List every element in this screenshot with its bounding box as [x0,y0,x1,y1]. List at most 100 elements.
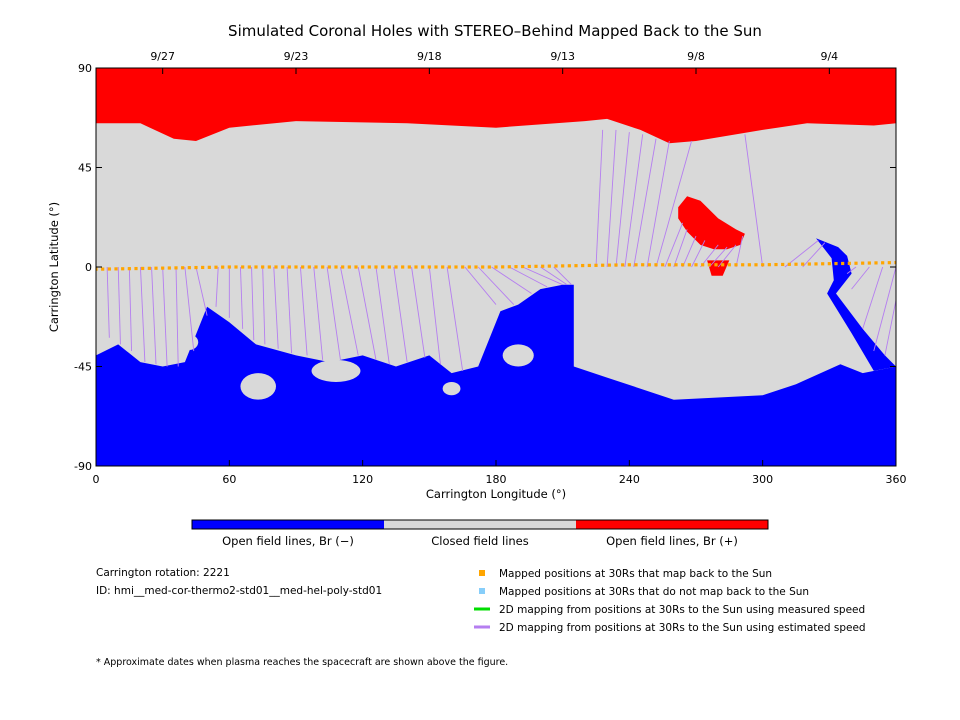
field-line [682,235,697,268]
field-line [884,300,896,356]
y-tick-label: -90 [74,460,92,473]
field-line [375,266,390,365]
mapped-position-marker [481,265,485,269]
field-line [633,138,657,268]
mapped-position-marker [367,265,371,269]
mapped-position-marker [461,265,465,269]
plot-area [96,68,896,466]
mapped-position-marker [114,267,118,271]
mapped-position-marker [514,265,518,269]
mapped-position-marker [687,263,691,267]
mapped-position-marker [261,265,265,269]
mapped-position-marker [347,265,351,269]
mapped-position-marker [314,265,318,269]
mapped-position-marker [394,265,398,269]
date-tick-label: 9/18 [417,50,442,63]
mapped-position-marker [521,264,525,269]
mapped-position-marker [841,261,845,266]
mapped-position-marker [641,263,645,267]
field-line [615,132,630,268]
negative-patch-east [816,238,896,371]
mapped-position-marker [527,264,531,269]
mapped-position-marker [747,263,751,267]
field-line [624,134,644,268]
mapped-position-marker [174,266,178,270]
mapped-position-marker [674,263,678,267]
legend-marker [479,570,485,576]
field-line [357,266,377,360]
mapped-position-marker [141,266,145,271]
field-line [664,222,684,268]
date-tick-label: 9/27 [150,50,175,63]
mapped-position-marker [96,267,98,271]
mapped-position-marker [754,263,758,267]
mapped-position-marker [187,266,191,270]
mapped-position-marker [861,261,865,265]
carrington-rotation-text: Carrington rotation: 2221 [96,567,230,579]
mapped-position-marker [487,265,491,269]
field-line [735,235,744,268]
mapped-position-marker [387,265,391,269]
y-tick-label: 45 [78,162,92,175]
mapped-position-marker [647,263,651,267]
mapped-position-marker [661,263,665,267]
south-negative-region [96,284,896,466]
colorbar-frame [191,519,769,530]
field-line [326,266,341,360]
mapped-position-marker [354,265,358,269]
mapped-position-marker [207,265,211,269]
field-line [522,266,563,286]
field-line [509,266,548,288]
field-line [477,266,515,305]
colorbar-label: Open field lines, Br (+) [606,534,738,548]
field-line [595,129,604,268]
mapped-position-marker [101,267,105,271]
mapped-position-marker [834,261,838,266]
mapped-position-marker [127,267,131,271]
mapped-position-marker [181,266,185,270]
mapped-position-marker [547,264,551,268]
field-line [313,266,324,360]
mapped-position-marker [787,262,791,266]
mapped-position-marker [894,260,896,265]
mapped-position-marker [221,265,225,269]
mapped-position-marker [607,263,611,267]
x-tick-label: 120 [352,473,373,486]
field-line [184,266,195,352]
colorbar: Open field lines, Br (−) Closed field lin… [191,519,769,548]
chart-title: Simulated Coronal Holes with STEREO–Behi… [228,22,762,40]
field-line [262,266,266,345]
field-line [646,140,670,268]
mapped-position-marker [401,265,405,269]
legend-marker [479,588,485,594]
field-line [106,266,110,338]
mapped-position-marker [854,261,858,265]
mapped-position-marker [161,266,165,270]
mapped-position-marker [447,265,451,269]
field-line [784,240,819,268]
mapped-position-marker [334,265,338,269]
mapped-position-marker [414,265,418,269]
mapped-position-marker [781,262,785,267]
mapped-position-marker [627,263,631,267]
mapped-position-marker [767,263,771,267]
field-line [128,266,133,352]
mapped-position-marker [121,267,125,271]
colorbar-label: Open field lines, Br (−) [222,534,354,548]
field-line [428,266,441,365]
mapped-position-marker [874,261,878,265]
closed-island [502,344,534,367]
legend: Mapped positions at 30Rs that map back t… [474,568,866,634]
mapped-position-marker [474,265,478,269]
legend-label: 2D mapping from positions at 30Rs to the… [499,604,865,616]
mapped-position-marker [267,265,271,269]
closed-island [180,334,199,350]
x-tick-label: 300 [752,473,773,486]
field-line [802,242,826,268]
mapped-position-marker [381,265,385,269]
mapped-position-marker [774,262,778,267]
mapped-position-marker [407,265,411,269]
colorbar-segment [576,520,768,529]
closed-island [442,381,461,396]
mapped-position-marker [761,263,765,267]
